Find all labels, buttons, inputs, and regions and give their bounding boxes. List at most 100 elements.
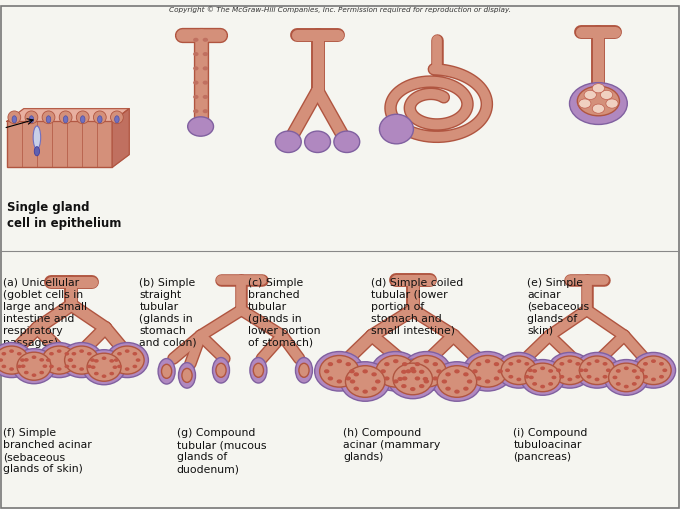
- Ellipse shape: [212, 358, 230, 383]
- Ellipse shape: [468, 356, 507, 387]
- Circle shape: [419, 370, 424, 374]
- Ellipse shape: [33, 127, 41, 150]
- Circle shape: [463, 373, 469, 377]
- Circle shape: [80, 350, 84, 353]
- Circle shape: [371, 373, 377, 377]
- Ellipse shape: [17, 352, 51, 380]
- Circle shape: [454, 370, 460, 374]
- Circle shape: [606, 100, 618, 109]
- Circle shape: [109, 372, 114, 376]
- Text: (a) Unicellular
(goblet cells in
large and small
intestine and
respiratory
passa: (a) Unicellular (goblet cells in large a…: [3, 277, 88, 347]
- Circle shape: [20, 358, 24, 362]
- Circle shape: [463, 387, 469, 391]
- Circle shape: [643, 375, 648, 379]
- Ellipse shape: [182, 369, 192, 383]
- Ellipse shape: [299, 363, 309, 378]
- Text: (h) Compound
acinar (mammary
glands): (h) Compound acinar (mammary glands): [343, 428, 441, 462]
- Circle shape: [136, 358, 141, 362]
- Circle shape: [528, 369, 532, 373]
- Circle shape: [94, 372, 99, 376]
- Circle shape: [401, 370, 407, 374]
- Circle shape: [337, 380, 342, 384]
- Circle shape: [80, 367, 84, 371]
- Circle shape: [616, 370, 621, 373]
- Circle shape: [415, 362, 420, 366]
- Ellipse shape: [115, 117, 119, 124]
- Circle shape: [432, 377, 438, 381]
- Circle shape: [472, 370, 477, 374]
- Circle shape: [24, 358, 29, 362]
- Circle shape: [624, 385, 629, 389]
- Ellipse shape: [76, 111, 89, 124]
- Circle shape: [485, 380, 490, 384]
- Circle shape: [600, 91, 613, 100]
- Circle shape: [415, 377, 420, 381]
- Circle shape: [524, 362, 529, 366]
- Circle shape: [17, 352, 22, 356]
- Circle shape: [594, 359, 600, 363]
- Circle shape: [405, 370, 411, 374]
- Ellipse shape: [552, 356, 588, 385]
- Ellipse shape: [496, 353, 541, 388]
- Circle shape: [643, 362, 648, 366]
- Ellipse shape: [0, 343, 33, 378]
- Circle shape: [410, 387, 415, 391]
- Circle shape: [454, 390, 460, 394]
- Circle shape: [592, 105, 605, 114]
- Circle shape: [540, 385, 545, 389]
- Ellipse shape: [38, 343, 80, 378]
- Text: (d) Simple coiled
tubular (lower
portion of
stomach and
small intestine): (d) Simple coiled tubular (lower portion…: [371, 277, 463, 335]
- Ellipse shape: [320, 356, 359, 387]
- Ellipse shape: [250, 358, 267, 383]
- Circle shape: [324, 370, 329, 374]
- Circle shape: [193, 39, 199, 43]
- Ellipse shape: [8, 111, 20, 124]
- Ellipse shape: [575, 353, 619, 388]
- Ellipse shape: [295, 358, 312, 383]
- Circle shape: [659, 375, 664, 379]
- Text: (e) Simple
acinar
(sebaceous
glands of
skin): (e) Simple acinar (sebaceous glands of s…: [527, 277, 589, 335]
- Circle shape: [659, 362, 664, 366]
- Circle shape: [69, 358, 73, 362]
- Text: (c) Simple
branched
tubular
(glands in
lower portion
of stomach): (c) Simple branched tubular (glands in l…: [248, 277, 321, 347]
- Text: (f) Simple
branched acinar
(sebaceous
glands of skin): (f) Simple branched acinar (sebaceous gl…: [3, 428, 92, 473]
- Circle shape: [57, 350, 62, 353]
- Ellipse shape: [341, 362, 390, 402]
- Ellipse shape: [463, 352, 512, 391]
- Circle shape: [49, 365, 54, 369]
- Circle shape: [24, 371, 29, 375]
- Circle shape: [516, 378, 522, 382]
- Circle shape: [94, 359, 99, 363]
- Ellipse shape: [178, 363, 196, 388]
- Circle shape: [402, 362, 407, 366]
- Ellipse shape: [93, 111, 106, 124]
- Ellipse shape: [42, 111, 55, 124]
- Circle shape: [583, 369, 588, 373]
- Circle shape: [529, 376, 534, 380]
- Circle shape: [567, 378, 573, 382]
- Text: (g) Compound
tubular (mucous
glands of
duodenum): (g) Compound tubular (mucous glands of d…: [177, 428, 267, 473]
- Circle shape: [632, 370, 636, 373]
- Ellipse shape: [402, 352, 451, 391]
- Circle shape: [424, 359, 429, 363]
- Circle shape: [71, 352, 76, 356]
- Circle shape: [117, 352, 122, 356]
- Circle shape: [31, 374, 37, 377]
- Circle shape: [102, 375, 106, 378]
- Circle shape: [91, 365, 95, 369]
- Circle shape: [384, 362, 390, 366]
- Ellipse shape: [334, 132, 360, 153]
- Circle shape: [42, 364, 48, 368]
- Circle shape: [606, 369, 611, 373]
- Circle shape: [87, 365, 92, 369]
- Ellipse shape: [63, 117, 68, 124]
- Ellipse shape: [437, 366, 477, 398]
- Ellipse shape: [97, 117, 102, 124]
- Circle shape: [125, 350, 129, 353]
- Circle shape: [354, 373, 359, 377]
- Ellipse shape: [501, 356, 537, 385]
- Circle shape: [532, 370, 537, 373]
- Circle shape: [203, 96, 208, 100]
- Circle shape: [102, 357, 106, 360]
- Circle shape: [441, 380, 447, 384]
